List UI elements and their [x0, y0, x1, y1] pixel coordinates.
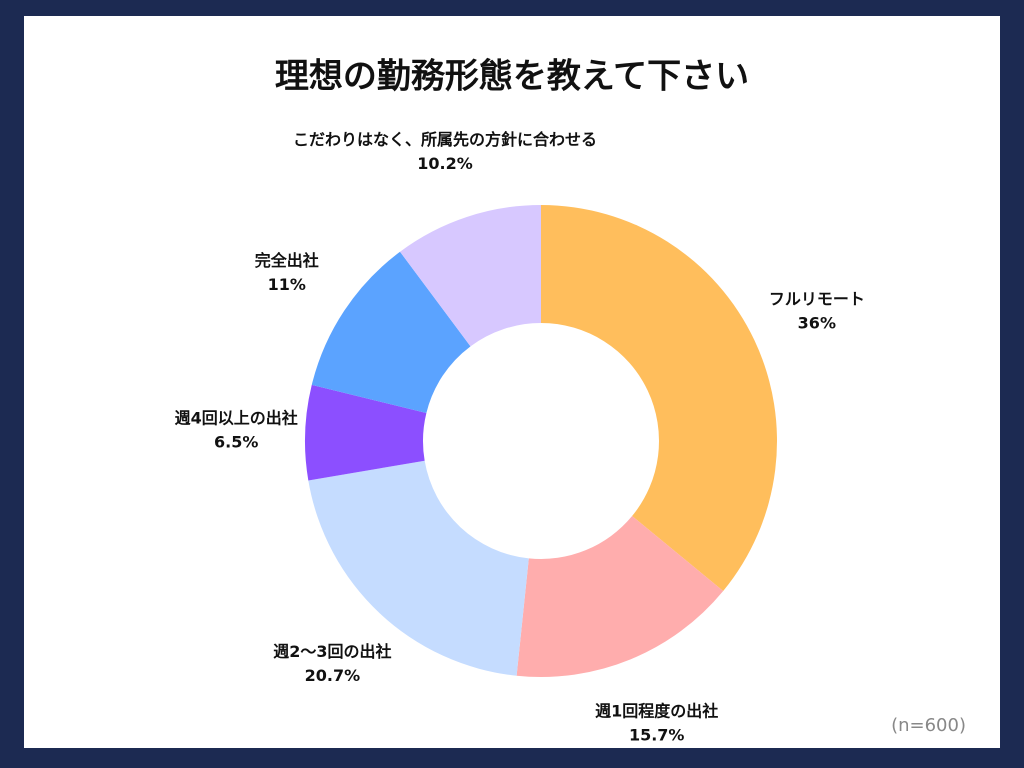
slice-label: 完全出社: [255, 251, 319, 270]
chart-title: 理想の勤務形態を教えて下さい: [275, 57, 749, 97]
slice-label: フルリモート: [769, 289, 865, 308]
slice-value-label: 36%: [798, 313, 836, 332]
sample-note: (n=600): [891, 715, 966, 736]
slice-value-label: 10.2%: [417, 154, 473, 173]
slice-label: 週1回程度の出社: [595, 702, 718, 721]
slice-label: 週4回以上の出社: [175, 408, 298, 427]
donut-slice: [541, 205, 777, 592]
slice-label: 週2〜3回の出社: [273, 642, 391, 661]
donut-slice: [304, 384, 427, 481]
donut-slice: [308, 460, 529, 676]
donut-slice: [400, 205, 541, 347]
slice-label: こだわりはなく、所属先の方針に合わせる: [293, 130, 597, 149]
slice-value-label: 20.7%: [305, 666, 361, 685]
slice-value-label: 15.7%: [629, 726, 685, 745]
slice-value-label: 6.5%: [214, 432, 258, 451]
donut-slice: [516, 516, 724, 677]
donut-slice: [311, 251, 471, 413]
slice-value-label: 11%: [268, 275, 306, 294]
